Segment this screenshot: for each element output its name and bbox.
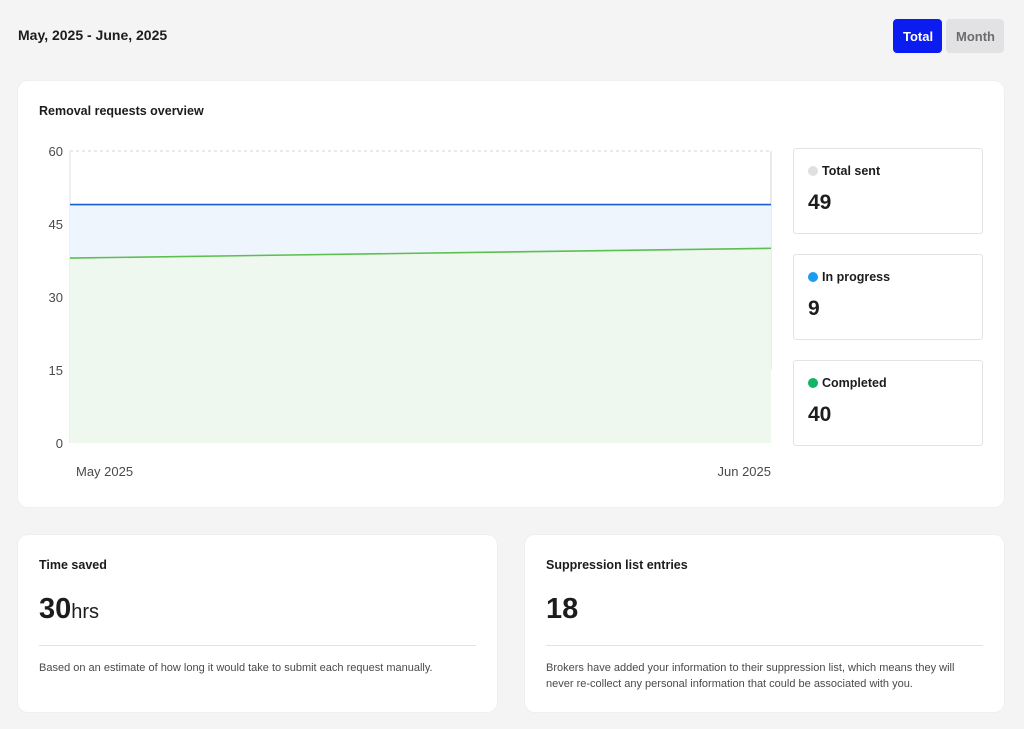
time-saved-unit: hrs <box>71 601 100 623</box>
series-area-1 <box>70 248 771 443</box>
divider <box>39 645 476 646</box>
y-tick-label: 30 <box>49 290 63 305</box>
total-sent-value: 49 <box>808 191 832 214</box>
removal-requests-chart: 0 15 30 45 60 May 2025 Jun 2025 <box>49 144 772 479</box>
in-progress-label: In progress <box>822 270 891 284</box>
suppression-card: Suppression list entries 18 Brokers have… <box>525 535 1004 712</box>
in-progress-dot-icon <box>808 272 818 282</box>
time-saved-number: 30 <box>39 593 72 625</box>
completed-value: 40 <box>808 403 832 426</box>
date-range-label: May, 2025 - June, 2025 <box>18 27 168 43</box>
completed-stat: Completed 40 <box>793 360 983 446</box>
completed-label: Completed <box>822 376 887 390</box>
x-tick-label: Jun 2025 <box>718 464 772 479</box>
total-toggle-button[interactable]: Total <box>893 19 942 53</box>
suppression-note: Brokers have added your information to t… <box>546 662 955 690</box>
time-saved-title: Time saved <box>39 558 107 572</box>
series-line-1 <box>69 247 772 259</box>
y-tick-label: 60 <box>49 144 63 159</box>
suppression-value: 18 <box>546 593 579 625</box>
total-sent-stat: Total sent 49 <box>793 148 983 234</box>
time-saved-value: 30hrs <box>39 593 99 626</box>
x-tick-label: May 2025 <box>76 464 133 479</box>
overview-title: Removal requests overview <box>39 104 204 118</box>
in-progress-stat: In progress 9 <box>793 254 983 340</box>
page-header: May, 2025 - June, 2025 Total Month <box>18 18 1004 54</box>
y-tick-label: 15 <box>49 363 63 378</box>
total-sent-label: Total sent <box>822 164 881 178</box>
total-sent-dot-icon <box>808 166 818 176</box>
view-toggle: Total Month <box>893 19 1004 53</box>
y-tick-label: 0 <box>56 436 63 451</box>
removal-overview-card: Removal requests overview 0 15 30 45 60 May 2… <box>18 81 1004 507</box>
y-tick-label: 45 <box>49 217 63 232</box>
time-saved-note: Based on an estimate of how long it woul… <box>39 662 433 674</box>
time-saved-card: Time saved 30hrs Based on an estimate of… <box>18 535 497 712</box>
divider <box>546 645 983 646</box>
month-toggle-button[interactable]: Month <box>946 19 1004 53</box>
completed-dot-icon <box>808 378 818 388</box>
suppression-title: Suppression list entries <box>546 558 688 572</box>
in-progress-value: 9 <box>808 297 820 320</box>
